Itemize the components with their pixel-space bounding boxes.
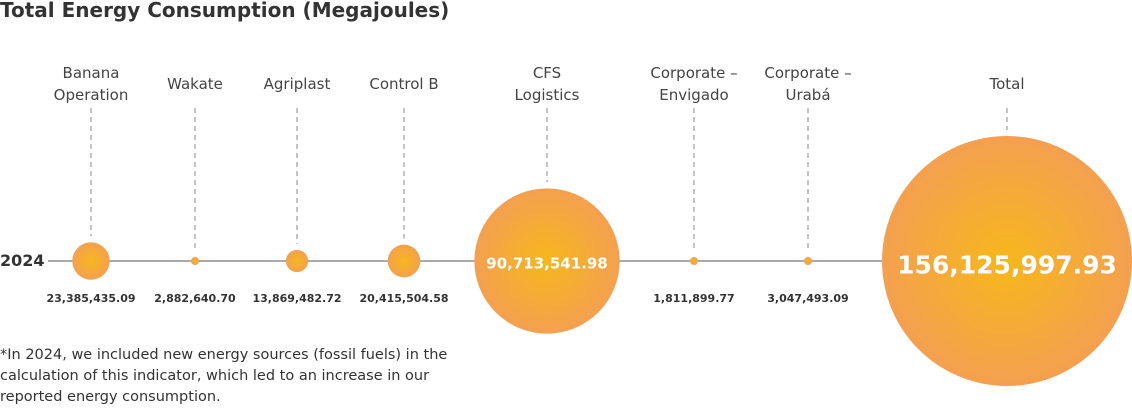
chart-title: Total Energy Consumption (Megajoules) <box>0 0 449 22</box>
value-label: 20,415,504.58 <box>359 292 448 305</box>
footnote: *In 2024, we included new energy sources… <box>0 347 447 405</box>
value-label: 3,047,493.09 <box>767 292 848 305</box>
value-label: 2,882,640.70 <box>154 292 236 305</box>
category-label: CFS Logistics <box>515 64 580 104</box>
bubble <box>690 257 698 265</box>
bubble <box>191 257 199 265</box>
category-label: Total <box>988 75 1024 93</box>
bubble <box>285 249 309 273</box>
category-label: Wakate <box>167 75 223 93</box>
category-label: Control B <box>369 75 438 93</box>
category-label: Corporate – Envigado <box>650 64 737 104</box>
value-label: 156,125,997.93 <box>897 251 1117 280</box>
value-label: 23,385,435.09 <box>46 292 135 305</box>
bubble <box>882 136 1132 386</box>
value-label: 13,869,482.72 <box>252 292 341 305</box>
bubble <box>387 244 421 278</box>
bubble <box>72 242 110 280</box>
value-label: 1,811,899.77 <box>653 292 734 305</box>
category-label: Agriplast <box>264 75 331 93</box>
category-label: Banana Operation <box>54 64 129 104</box>
bubble <box>804 257 812 265</box>
category-label: Corporate – Urabá <box>764 64 851 104</box>
row-label: 2024 <box>0 251 45 270</box>
value-label: 90,713,541.98 <box>486 254 607 272</box>
bubble <box>474 188 620 334</box>
